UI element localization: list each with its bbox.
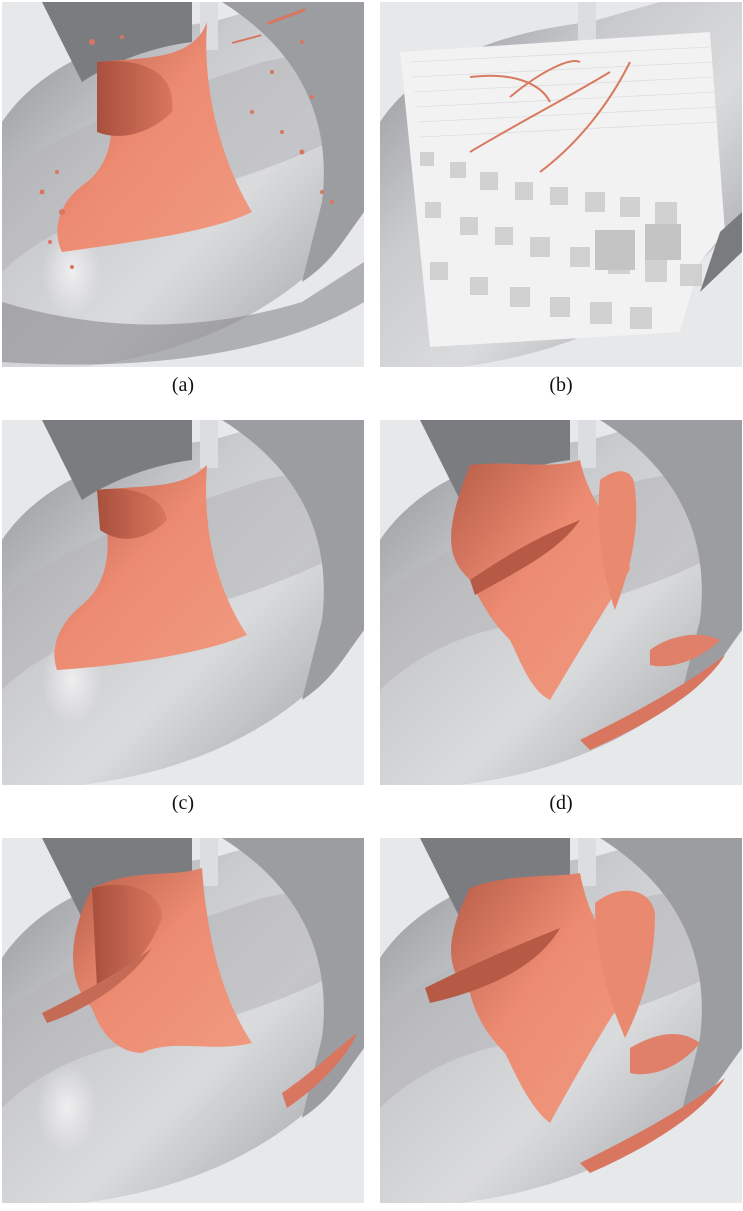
pipe-render-e (2, 838, 364, 1203)
panel-f (380, 838, 742, 1203)
panel-c (2, 420, 364, 785)
octree-render-b (380, 2, 742, 367)
caption-a: (a) (171, 374, 195, 396)
pipe-render-c (2, 420, 364, 785)
caption-b: (b) (549, 374, 573, 396)
panel-d (380, 420, 742, 785)
pipe-render-a (2, 2, 364, 367)
caption-c: (c) (171, 792, 195, 814)
pipe-render-d (380, 420, 742, 785)
panel-b (380, 2, 742, 367)
panel-a (2, 2, 364, 367)
caption-d: (d) (549, 792, 573, 814)
pipe-render-f (380, 838, 742, 1203)
panel-e (2, 838, 364, 1203)
